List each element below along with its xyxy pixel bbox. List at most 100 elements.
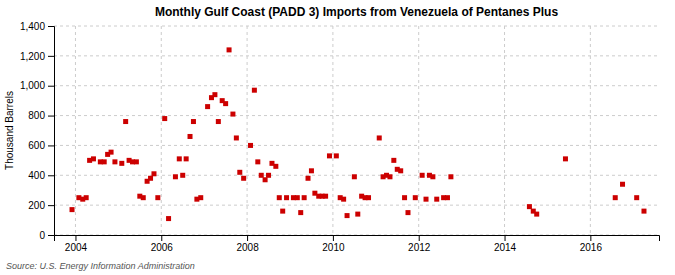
point — [230, 112, 235, 117]
point — [445, 195, 450, 200]
point — [366, 195, 371, 200]
y-tick: 1,200 — [20, 51, 54, 62]
x-tick-mark — [590, 235, 591, 241]
point — [102, 159, 107, 164]
point — [148, 176, 153, 181]
x-tick-mark — [247, 235, 248, 241]
y-tick-label: 200 — [28, 200, 45, 211]
grid-line-x — [247, 26, 248, 235]
point — [434, 197, 439, 202]
point — [277, 195, 282, 200]
point — [241, 176, 246, 181]
point — [527, 204, 532, 209]
grid-line-y — [54, 145, 659, 146]
x-tick-label: 2004 — [65, 242, 88, 253]
y-tick-mark — [48, 26, 54, 27]
point — [70, 207, 75, 212]
y-tick: 1,400 — [20, 21, 54, 32]
x-axis: 2004200620082010201220142016 — [55, 235, 660, 253]
x-tick-label: 2010 — [322, 242, 345, 253]
point — [341, 197, 346, 202]
y-tick: 600 — [28, 140, 54, 151]
chart: 2004200620082010201220142016020040060080… — [0, 0, 675, 275]
point — [248, 143, 253, 148]
y-tick-mark — [48, 56, 54, 57]
x-tick-mark — [75, 235, 76, 241]
y-tick: 1,000 — [20, 80, 54, 91]
point — [613, 195, 618, 200]
point — [284, 195, 289, 200]
point — [166, 216, 171, 221]
point — [295, 195, 300, 200]
y-tick-label: 400 — [28, 170, 45, 181]
source-note: Source: U.S. Energy Information Administ… — [6, 261, 195, 271]
grid-line-y — [54, 85, 659, 86]
point — [109, 150, 114, 155]
point — [134, 159, 139, 164]
point — [227, 47, 232, 52]
plot-area: 2004200620082010201220142016020040060080… — [20, 21, 660, 253]
y-tick-mark — [48, 86, 54, 87]
point — [298, 210, 303, 215]
x-tick: 2012 — [408, 235, 431, 253]
y-tick: 400 — [28, 170, 54, 181]
point — [212, 92, 217, 97]
point — [91, 156, 96, 161]
point — [309, 168, 314, 173]
point — [280, 209, 285, 214]
point — [162, 116, 167, 121]
y-tick-label: 800 — [28, 110, 45, 121]
y-tick-label: 0 — [39, 230, 45, 241]
point — [402, 195, 407, 200]
point — [255, 159, 260, 164]
point — [205, 104, 210, 109]
point — [198, 195, 203, 200]
point — [323, 194, 328, 199]
point — [237, 170, 242, 175]
x-tick: 2004 — [65, 235, 88, 253]
point — [405, 210, 410, 215]
grid-line-x — [161, 26, 162, 235]
grid-line-x — [590, 26, 591, 235]
point — [413, 195, 418, 200]
x-tick-mark — [161, 235, 162, 241]
point — [180, 173, 185, 178]
point — [216, 119, 221, 124]
point — [352, 174, 357, 179]
x-tick-mark — [505, 235, 506, 241]
grid-line-x — [332, 26, 333, 235]
point — [112, 159, 117, 164]
point — [273, 164, 278, 169]
point — [420, 173, 425, 178]
y-tick-mark — [48, 235, 54, 236]
y-tick-mark — [48, 116, 54, 117]
y-tick: 800 — [28, 110, 54, 121]
y-tick-mark — [48, 205, 54, 206]
grid-line-x — [75, 26, 76, 235]
point — [177, 156, 182, 161]
y-tick-mark — [48, 175, 54, 176]
point — [188, 134, 193, 139]
point — [355, 212, 360, 217]
point — [334, 153, 339, 158]
point — [620, 182, 625, 187]
point — [302, 195, 307, 200]
x-tick-label: 2016 — [580, 242, 603, 253]
points — [70, 47, 647, 221]
point — [448, 174, 453, 179]
x-tick: 2014 — [494, 235, 517, 253]
point — [123, 119, 128, 124]
x-axis-line — [55, 236, 660, 242]
x-tick-mark — [419, 235, 420, 241]
point — [398, 168, 403, 173]
y-axis: 0 200 400 600 800 1,000 1,200 1,400 — [20, 21, 55, 241]
x-tick: 2016 — [580, 235, 603, 253]
x-tick-label: 2012 — [408, 242, 431, 253]
point — [266, 173, 271, 178]
point — [641, 209, 646, 214]
point — [327, 153, 332, 158]
point — [391, 158, 396, 163]
point — [155, 195, 160, 200]
x-tick: 2006 — [151, 235, 174, 253]
y-tick: 200 — [28, 200, 54, 211]
